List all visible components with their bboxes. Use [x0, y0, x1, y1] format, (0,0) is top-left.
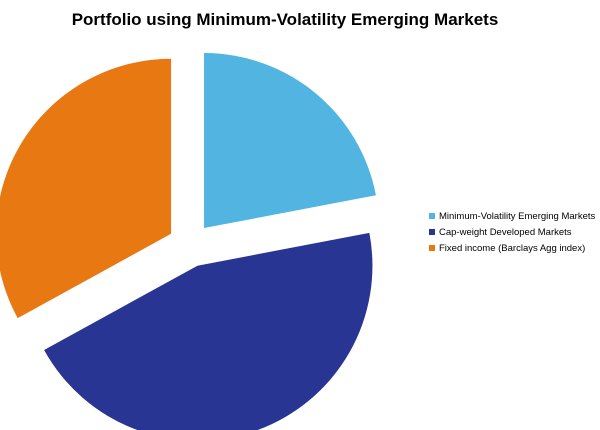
legend-item-cap-weight-dm: Cap-weight Developed Markets [429, 224, 595, 240]
pie-slice-fixed-income [0, 58, 172, 319]
legend-label-min-vol-em: Minimum-Volatility Emerging Markets [439, 210, 596, 222]
pie-slice-cap-weight-dm [44, 232, 373, 430]
legend: Minimum-Volatility Emerging Markets Cap-… [429, 208, 595, 256]
chart-title: Portfolio using Minimum-Volatility Emerg… [71, 10, 499, 29]
legend-item-min-vol-em: Minimum-Volatility Emerging Markets [429, 208, 595, 224]
legend-swatch-cap-weight-dm [429, 229, 435, 235]
pie-slice-min-vol-em [204, 53, 376, 229]
legend-swatch-min-vol-em [429, 213, 435, 219]
legend-label-fixed-income: Fixed income (Barclays Agg index) [439, 242, 586, 254]
legend-swatch-fixed-income [429, 245, 435, 251]
legend-item-fixed-income: Fixed income (Barclays Agg index) [429, 240, 595, 256]
legend-label-cap-weight-dm: Cap-weight Developed Markets [439, 226, 572, 238]
